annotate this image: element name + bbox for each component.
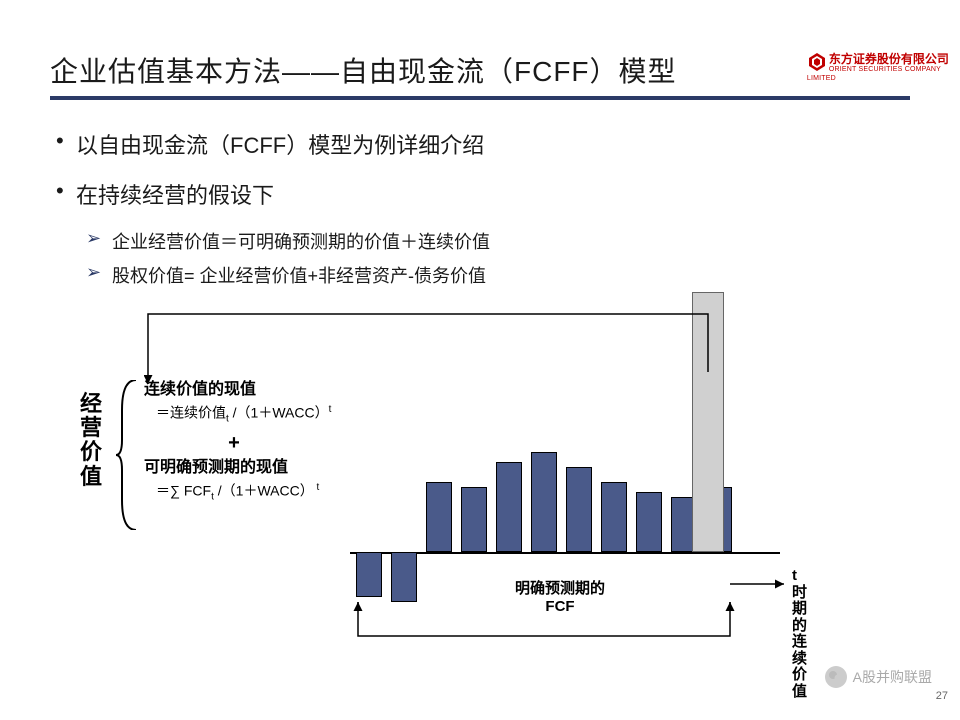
fcf-bar bbox=[461, 487, 487, 552]
operating-value-label: 经营价值 bbox=[80, 392, 104, 489]
fcf-bar bbox=[426, 482, 452, 552]
plus-sign: + bbox=[144, 428, 324, 458]
fcff-diagram: 经营价值 连续价值的现值 ＝连续价值t /（1＋WACC）t + 可明确预测期的… bbox=[80, 290, 900, 670]
arrow-continuing-value bbox=[144, 312, 710, 392]
fcf-bar bbox=[356, 552, 382, 597]
terminal-value-label: t 时期的连续价值 bbox=[792, 568, 812, 700]
watermark-text: A股并购联盟 bbox=[853, 667, 932, 687]
continuing-value-pv-formula: ＝连续价值t /（1＋WACC）t bbox=[144, 402, 331, 426]
brand-logo: 东方证券股份有限公司 ORIENT SECURITIES COMPANY LIM… bbox=[807, 52, 950, 83]
brand-name-cn: 东方证券股份有限公司 bbox=[807, 52, 950, 66]
fcf-bar-chart: 明确预测期的FCF t 时期的连续价值 bbox=[350, 290, 890, 670]
page-number: 27 bbox=[936, 690, 948, 702]
fcf-bar bbox=[566, 467, 592, 552]
fcf-bar bbox=[636, 492, 662, 552]
bullet-item: 以自由现金流（FCFF）模型为例详细介绍 bbox=[56, 128, 910, 160]
bullet-item: 在持续经营的假设下 bbox=[56, 178, 910, 210]
sub-bullet-item: 股权价值= 企业经营价值+非经营资产-债务价值 bbox=[86, 262, 910, 288]
fcf-bar bbox=[531, 452, 557, 552]
fcf-bar bbox=[496, 462, 522, 552]
wechat-icon bbox=[825, 666, 847, 688]
sub-bullet-list: 企业经营价值＝可明确预测期的价值＋连续价值 股权价值= 企业经营价值+非经营资产… bbox=[86, 228, 910, 288]
watermark: A股并购联盟 bbox=[825, 666, 932, 688]
forecast-period-pv-label: 可明确预测期的现值 bbox=[144, 456, 331, 480]
fcf-bar bbox=[601, 482, 627, 552]
title-rule bbox=[50, 96, 910, 100]
forecast-fcf-label: 明确预测期的FCF bbox=[490, 580, 630, 616]
slide: 东方证券股份有限公司 ORIENT SECURITIES COMPANY LIM… bbox=[0, 0, 960, 720]
sub-bullet-item: 企业经营价值＝可明确预测期的价值＋连续价值 bbox=[86, 228, 910, 254]
fcf-bar bbox=[391, 552, 417, 602]
bullet-list: 以自由现金流（FCFF）模型为例详细介绍 在持续经营的假设下 企业经营价值＝可明… bbox=[56, 128, 910, 288]
brace-icon bbox=[116, 380, 140, 530]
page-title: 企业估值基本方法——自由现金流（FCFF）模型 bbox=[50, 50, 910, 90]
formula-block: 连续价值的现值 ＝连续价值t /（1＋WACC）t + 可明确预测期的现值 ＝∑… bbox=[144, 378, 331, 505]
forecast-period-pv-formula: ＝∑ FCFt /（1＋WACC） t bbox=[144, 480, 331, 504]
brand-name-en: ORIENT SECURITIES COMPANY LIMITED bbox=[807, 66, 950, 83]
arrow-terminal-value bbox=[728, 578, 788, 590]
